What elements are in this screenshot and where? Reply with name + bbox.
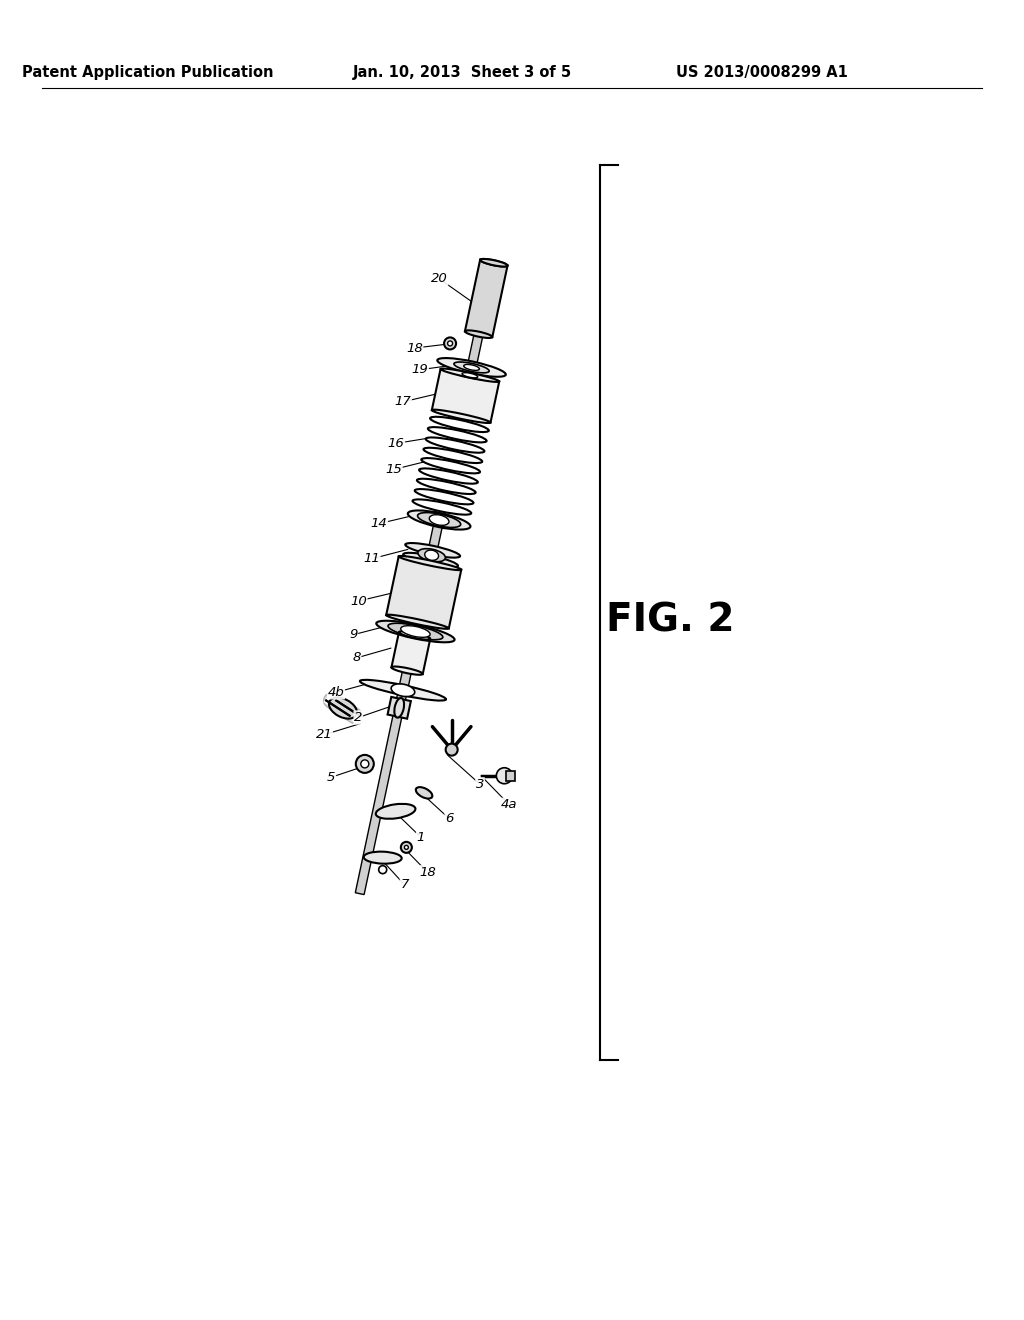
Ellipse shape [432, 409, 490, 422]
Text: 6: 6 [445, 812, 454, 825]
Ellipse shape [430, 417, 488, 432]
Text: 14: 14 [371, 517, 387, 531]
Text: 1: 1 [417, 830, 425, 843]
Ellipse shape [364, 851, 401, 863]
Ellipse shape [437, 358, 506, 376]
Ellipse shape [408, 511, 470, 529]
Text: 2: 2 [354, 711, 362, 725]
Ellipse shape [391, 667, 423, 675]
Ellipse shape [453, 371, 487, 380]
Ellipse shape [440, 368, 500, 381]
Ellipse shape [376, 620, 455, 643]
Ellipse shape [418, 549, 445, 562]
Ellipse shape [406, 543, 460, 557]
Text: 16: 16 [388, 437, 404, 450]
Polygon shape [386, 557, 461, 628]
Text: Jan. 10, 2013  Sheet 3 of 5: Jan. 10, 2013 Sheet 3 of 5 [352, 66, 571, 81]
Ellipse shape [480, 259, 508, 267]
Ellipse shape [429, 515, 449, 525]
Text: 21: 21 [315, 729, 333, 742]
Text: 17: 17 [394, 396, 412, 408]
Ellipse shape [398, 556, 461, 570]
Ellipse shape [421, 458, 480, 474]
Text: Patent Application Publication: Patent Application Publication [23, 66, 273, 81]
Text: 4a: 4a [501, 799, 518, 812]
Ellipse shape [391, 684, 415, 697]
Bar [506, 771, 515, 780]
Polygon shape [387, 697, 411, 718]
Circle shape [355, 755, 374, 774]
Text: 9: 9 [349, 628, 357, 642]
Ellipse shape [426, 437, 484, 453]
Ellipse shape [464, 364, 479, 371]
Ellipse shape [480, 259, 508, 267]
Ellipse shape [399, 631, 430, 640]
Ellipse shape [394, 698, 404, 718]
Ellipse shape [418, 512, 461, 528]
Text: 19: 19 [412, 363, 428, 376]
Text: FIG. 2: FIG. 2 [606, 601, 734, 639]
Ellipse shape [413, 499, 471, 515]
Ellipse shape [465, 330, 493, 338]
Circle shape [400, 842, 412, 853]
Text: 4b: 4b [328, 686, 344, 698]
Circle shape [379, 866, 387, 874]
Text: 3: 3 [476, 777, 484, 791]
Text: 10: 10 [350, 594, 367, 607]
Ellipse shape [415, 490, 473, 504]
Ellipse shape [386, 615, 449, 628]
Ellipse shape [417, 479, 475, 494]
Ellipse shape [419, 469, 478, 483]
Ellipse shape [425, 550, 438, 560]
Ellipse shape [359, 680, 446, 701]
Ellipse shape [462, 372, 478, 378]
Polygon shape [432, 370, 500, 422]
Ellipse shape [376, 804, 416, 818]
Circle shape [497, 768, 512, 784]
Text: US 2013/0008299 A1: US 2013/0008299 A1 [676, 66, 848, 81]
Ellipse shape [403, 553, 458, 568]
Circle shape [404, 845, 409, 849]
Ellipse shape [416, 787, 432, 799]
Circle shape [444, 338, 456, 350]
Circle shape [360, 760, 369, 768]
Text: 20: 20 [431, 272, 447, 285]
Text: 5: 5 [327, 771, 336, 784]
Polygon shape [391, 632, 430, 675]
Text: 8: 8 [352, 651, 360, 664]
Ellipse shape [454, 362, 489, 372]
Polygon shape [465, 260, 508, 337]
Ellipse shape [400, 626, 430, 638]
Circle shape [445, 743, 458, 755]
Ellipse shape [424, 447, 482, 463]
Text: 15: 15 [385, 463, 402, 477]
Circle shape [447, 341, 453, 346]
Text: 11: 11 [364, 552, 380, 565]
Polygon shape [355, 286, 493, 895]
Ellipse shape [329, 697, 357, 718]
Text: 18: 18 [406, 342, 423, 355]
Text: 7: 7 [400, 878, 409, 891]
Ellipse shape [388, 623, 442, 640]
Ellipse shape [428, 428, 486, 442]
Text: 18: 18 [419, 866, 436, 879]
